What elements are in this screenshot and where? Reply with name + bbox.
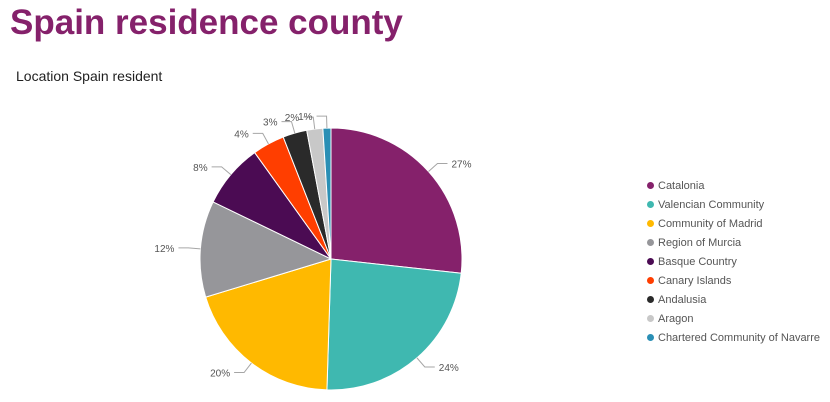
leader-line-aragon	[303, 116, 316, 130]
chart-title: Location Spain resident	[16, 68, 163, 84]
legend-swatch	[647, 296, 654, 303]
leader-line-basque-country	[211, 166, 232, 176]
data-label-aragon: 2%	[285, 113, 300, 124]
legend-swatch	[647, 239, 654, 246]
leader-line-chartered-community-of-navarre	[316, 115, 328, 129]
data-label-canary-islands: 4%	[234, 129, 249, 140]
data-label-catalonia: 27%	[451, 160, 471, 171]
leader-line-andalusia	[281, 121, 296, 134]
page-title: Spain residence county	[10, 3, 403, 42]
pie-slice-catalonia	[330, 127, 463, 274]
pie-slice-region-of-murcia	[199, 201, 333, 298]
legend-label: Region of Murcia	[658, 236, 742, 249]
data-label-andalusia: 3%	[263, 118, 278, 129]
legend-item-andalusia: Andalusia	[647, 290, 820, 309]
legend-swatch	[647, 315, 654, 322]
legend-swatch	[647, 220, 654, 227]
leader-line-canary-islands	[252, 132, 269, 145]
legend-swatch	[647, 277, 654, 284]
leader-line-valencian-community	[416, 357, 435, 368]
legend-item-valencian-community: Valencian Community	[647, 195, 820, 214]
legend-item-region-of-murcia: Region of Murcia	[647, 233, 820, 252]
chart-legend: Catalonia Valencian Community Community of…	[647, 176, 820, 347]
legend-swatch	[647, 258, 654, 265]
legend-label: Basque Country	[658, 255, 737, 268]
legend-label: Aragon	[658, 312, 694, 325]
leader-line-region-of-murcia	[178, 247, 201, 250]
data-label-community-of-madrid: 20%	[210, 369, 230, 380]
legend-swatch	[647, 334, 654, 341]
legend-item-chartered-community-of-navarre: Chartered Community of Navarre	[647, 328, 820, 347]
legend-swatch	[647, 182, 654, 189]
legend-label: Chartered Community of Navarre	[658, 331, 821, 344]
legend-label: Andalusia	[658, 293, 707, 306]
data-label-chartered-community-of-navarre: 1%	[298, 112, 313, 123]
legend-item-aragon: Aragon	[647, 309, 820, 328]
data-label-valencian-community: 24%	[439, 363, 459, 374]
data-label-region-of-murcia: 12%	[154, 244, 174, 255]
legend-label: Canary Islands	[658, 274, 732, 287]
data-label-basque-country: 8%	[193, 163, 208, 174]
legend-label: Catalonia	[658, 179, 705, 192]
legend-item-community-of-madrid: Community of Madrid	[647, 214, 820, 233]
legend-item-canary-islands: Canary Islands	[647, 271, 820, 290]
legend-item-basque-country: Basque Country	[647, 252, 820, 271]
legend-label: Community of Madrid	[658, 217, 763, 230]
legend-swatch	[647, 201, 654, 208]
leader-line-community-of-madrid	[234, 362, 252, 374]
legend-item-catalonia: Catalonia	[647, 176, 820, 195]
pie-slice-valencian-community	[326, 258, 462, 391]
leader-line-catalonia	[428, 163, 448, 172]
legend-label: Valencian Community	[658, 198, 765, 211]
